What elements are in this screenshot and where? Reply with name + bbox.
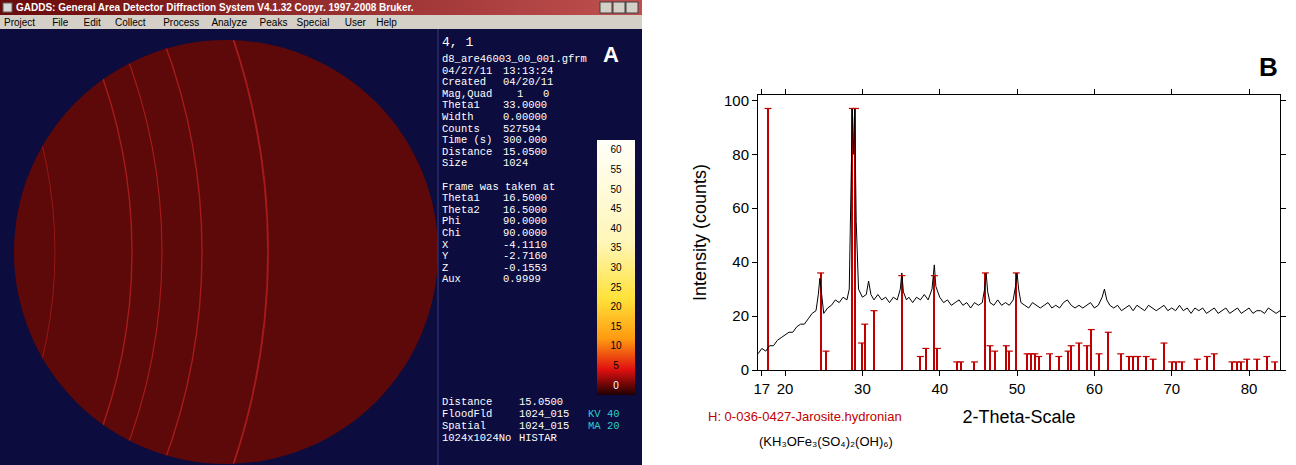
svg-text:40: 40: [732, 253, 749, 270]
svg-text:15.0500: 15.0500: [503, 146, 547, 158]
svg-text:1024_015: 1024_015: [519, 420, 569, 432]
svg-text:20: 20: [777, 380, 794, 397]
svg-text:90.0000: 90.0000: [503, 215, 547, 227]
svg-text:35: 35: [610, 242, 622, 253]
svg-text:X: X: [442, 239, 449, 251]
svg-text:30: 30: [854, 380, 871, 397]
svg-text:50: 50: [610, 184, 622, 195]
svg-text:Distance: Distance: [442, 146, 492, 158]
svg-text:Analyze: Analyze: [211, 17, 247, 28]
svg-text:Time (s): Time (s): [442, 134, 492, 146]
svg-text:Help: Help: [376, 17, 397, 28]
svg-text:H: 0-036-0427-Jarosite.hydroni: H: 0-036-0427-Jarosite.hydronian: [708, 409, 902, 424]
svg-text:-4.1110: -4.1110: [503, 239, 547, 251]
svg-text:Y: Y: [442, 250, 449, 262]
svg-text:-2.7160: -2.7160: [503, 250, 547, 262]
svg-text:A: A: [603, 42, 619, 67]
svg-text:60: 60: [610, 144, 622, 155]
svg-text:0: 0: [613, 380, 619, 391]
svg-text:5: 5: [613, 360, 619, 371]
svg-text:15.0500: 15.0500: [519, 396, 563, 408]
svg-text:User: User: [345, 17, 367, 28]
svg-text:HISTAR: HISTAR: [519, 432, 558, 444]
svg-text:Collect: Collect: [115, 17, 146, 28]
svg-text:13:13:24: 13:13:24: [503, 65, 553, 77]
svg-text:FloodFld: FloodFld: [442, 408, 492, 420]
svg-text:80: 80: [1241, 380, 1258, 397]
svg-text:80: 80: [732, 146, 749, 163]
svg-text:0.9999: 0.9999: [503, 273, 541, 285]
svg-text:527594: 527594: [503, 123, 541, 135]
svg-text:Spatial: Spatial: [442, 420, 486, 432]
svg-text:45: 45: [610, 203, 622, 214]
svg-text:0.00000: 0.00000: [503, 111, 547, 123]
svg-text:Edit: Edit: [84, 17, 101, 28]
svg-text:300.000: 300.000: [503, 134, 547, 146]
svg-text:1024x1024No: 1024x1024No: [442, 432, 511, 444]
svg-text:Mag,Quad: Mag,Quad: [442, 88, 492, 100]
svg-text:Phi: Phi: [442, 215, 461, 227]
svg-text:Size: Size: [442, 157, 467, 169]
svg-text:-0.1553: -0.1553: [503, 262, 547, 274]
svg-text:Theta1: Theta1: [442, 99, 480, 111]
svg-text:55: 55: [610, 164, 622, 175]
svg-text:60: 60: [1086, 380, 1103, 397]
svg-text:17: 17: [754, 380, 771, 397]
svg-text:MA 20: MA 20: [588, 420, 620, 432]
svg-text:0: 0: [543, 88, 549, 100]
svg-text:40: 40: [610, 223, 622, 234]
svg-text:40: 40: [931, 380, 948, 397]
svg-text:90.0000: 90.0000: [503, 227, 547, 239]
svg-text:16.5000: 16.5000: [503, 204, 547, 216]
svg-text:15: 15: [610, 321, 622, 332]
svg-text:Width: Width: [442, 111, 474, 123]
svg-text:Frame was taken at: Frame was taken at: [442, 181, 555, 193]
svg-text:Chi: Chi: [442, 227, 461, 239]
svg-text:0: 0: [741, 361, 749, 378]
svg-text:Intensity (counts): Intensity (counts): [690, 164, 710, 301]
svg-text:Project: Project: [4, 17, 35, 28]
svg-text:B: B: [1259, 52, 1278, 82]
svg-text:16.5000: 16.5000: [503, 192, 547, 204]
svg-text:04/27/11: 04/27/11: [442, 65, 492, 77]
svg-text:Peaks: Peaks: [260, 17, 288, 28]
svg-text:Z: Z: [442, 262, 448, 274]
svg-text:70: 70: [1163, 380, 1180, 397]
svg-text:1: 1: [517, 88, 523, 100]
svg-text:KV 40: KV 40: [588, 408, 620, 420]
svg-text:Created: Created: [442, 76, 486, 88]
svg-text:File: File: [52, 17, 69, 28]
svg-text:(KH₃OFe₃(SO₄)₂(OH)₆): (KH₃OFe₃(SO₄)₂(OH)₆): [759, 434, 893, 449]
svg-text:Theta2: Theta2: [442, 204, 480, 216]
svg-text:Counts: Counts: [442, 123, 480, 135]
svg-text:30: 30: [610, 262, 622, 273]
svg-text:Special: Special: [297, 17, 330, 28]
svg-text:33.0000: 33.0000: [503, 99, 547, 111]
svg-text:Distance: Distance: [442, 396, 492, 408]
svg-text:20: 20: [732, 307, 749, 324]
svg-text:Aux: Aux: [442, 273, 461, 285]
svg-text:1024: 1024: [503, 157, 528, 169]
svg-text:2-Theta-Scale: 2-Theta-Scale: [962, 407, 1075, 427]
svg-text:1024_015: 1024_015: [519, 408, 569, 420]
svg-text:d8_are46003_00_001.gfrm: d8_are46003_00_001.gfrm: [442, 53, 587, 65]
svg-text:100: 100: [724, 92, 749, 109]
svg-text:04/20/11: 04/20/11: [503, 76, 553, 88]
svg-text:Process: Process: [163, 17, 199, 28]
svg-text:25: 25: [610, 282, 622, 293]
svg-text:10: 10: [610, 340, 622, 351]
svg-text:Theta1: Theta1: [442, 192, 480, 204]
svg-text:4, 1: 4, 1: [442, 35, 473, 50]
svg-text:20: 20: [610, 301, 622, 312]
svg-text:GADDS: General Area Detector D: GADDS: General Area Detector Diffraction…: [16, 2, 414, 13]
svg-text:50: 50: [1009, 380, 1026, 397]
svg-text:60: 60: [732, 199, 749, 216]
